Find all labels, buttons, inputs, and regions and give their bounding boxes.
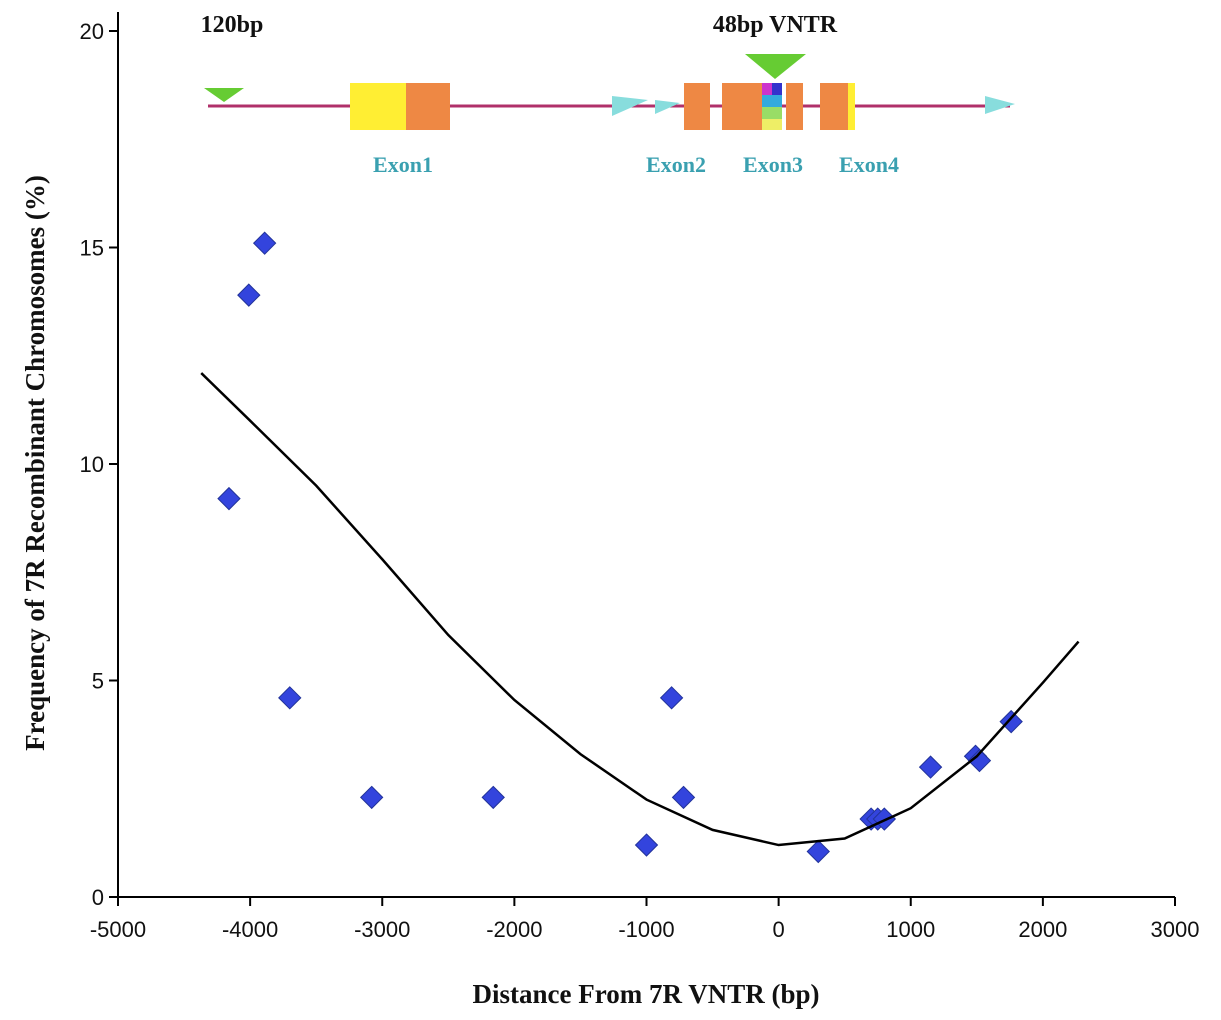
fit-curve [200, 372, 1080, 847]
marker-triangle [204, 88, 244, 102]
data-point [659, 686, 684, 710]
arrow [612, 96, 648, 116]
gene-diagram: 120bp 48bp VNTR Exon1 Exon2 Exon3 Exon4 [201, 12, 1015, 177]
exon-box [684, 83, 710, 130]
y-tick-label: 5 [92, 669, 104, 694]
x-tick-label: -1000 [618, 917, 674, 942]
x-tick-label: 0 [773, 917, 785, 942]
data-point [967, 748, 992, 773]
exon-box [722, 83, 762, 130]
x-tick-label: 1000 [886, 917, 935, 942]
data-point [359, 785, 384, 810]
data-point [999, 709, 1023, 734]
exon-box [820, 83, 848, 130]
x-tick-label: 2000 [1018, 917, 1067, 942]
data-point [252, 231, 277, 255]
annotation: 48bp VNTR [713, 12, 838, 38]
annotation: 120bp [201, 12, 264, 38]
data-point [634, 833, 659, 857]
exon-label: Exon1 [373, 152, 433, 177]
y-tick-label: 0 [92, 885, 104, 910]
y-tick-label: 10 [80, 452, 104, 477]
vntr [772, 83, 782, 95]
vntr [762, 95, 782, 107]
x-tick-label: -3000 [354, 917, 410, 942]
data-point [806, 839, 830, 864]
exon-label: Exon3 [743, 152, 803, 177]
y-tick-label: 15 [80, 236, 104, 261]
x-tick-label: -2000 [486, 917, 542, 942]
exon-label: Exon4 [839, 152, 899, 177]
arrow [985, 96, 1015, 114]
exon-box [848, 83, 855, 130]
data-point [918, 755, 943, 779]
data-point [671, 785, 696, 810]
data-point [217, 486, 241, 511]
marker-triangle [745, 54, 806, 79]
data-point [237, 283, 261, 307]
x-tick-label: 3000 [1151, 917, 1200, 942]
x-axis-label: Distance From 7R VNTR (bp) [473, 979, 820, 1009]
exon-box [350, 83, 406, 130]
vntr [762, 119, 782, 130]
y-tick-label: 20 [80, 19, 104, 44]
y-axis-label: Frequency of 7R Recombinant Chromosomes … [20, 175, 50, 751]
x-tick-label: -4000 [222, 917, 278, 942]
x-tick-label: -5000 [90, 917, 146, 942]
vntr [762, 83, 772, 95]
data-point [481, 785, 505, 810]
vntr [762, 107, 782, 119]
exon-box [786, 83, 803, 130]
arrow [655, 100, 680, 114]
exon-box [406, 83, 450, 130]
exon-label: Exon2 [646, 152, 706, 177]
data-point [278, 686, 302, 710]
